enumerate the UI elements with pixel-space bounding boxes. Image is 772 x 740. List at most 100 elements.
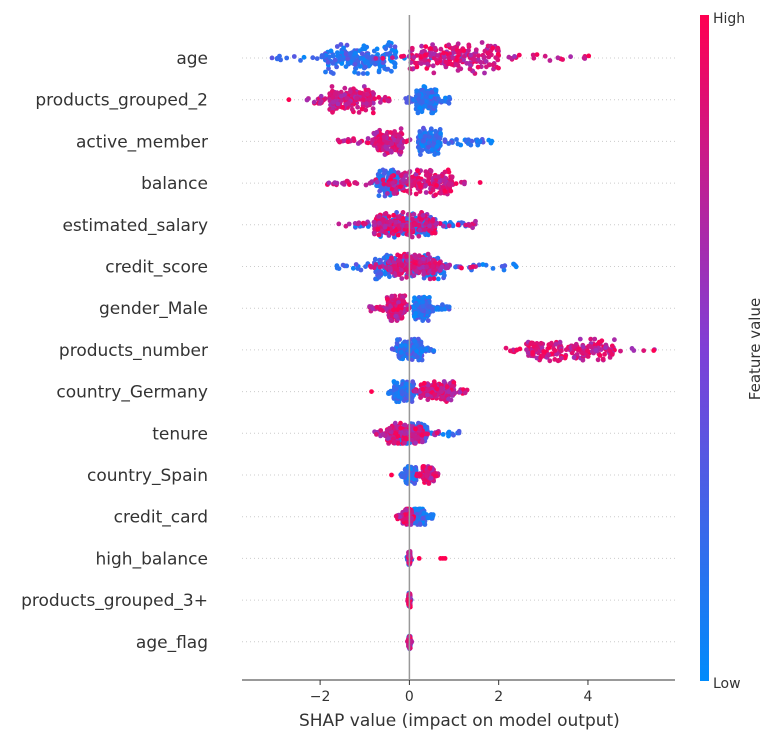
point (407, 178, 413, 184)
point (434, 220, 440, 226)
point (490, 45, 496, 51)
point (423, 94, 429, 100)
point (592, 336, 598, 342)
point (395, 307, 400, 312)
point (557, 339, 563, 345)
point (403, 173, 409, 179)
point (383, 46, 389, 52)
point (446, 396, 451, 402)
point (441, 50, 447, 56)
point (440, 302, 445, 308)
point (426, 176, 432, 182)
point (399, 276, 405, 281)
point (466, 42, 472, 48)
point (411, 97, 416, 103)
point (552, 348, 558, 353)
point (338, 42, 344, 47)
point (430, 263, 436, 269)
point (446, 433, 451, 439)
point (397, 272, 402, 277)
point (418, 341, 423, 347)
point (412, 295, 417, 301)
point (489, 52, 494, 58)
point (346, 221, 352, 227)
point (495, 51, 501, 57)
point (404, 436, 410, 442)
point (448, 188, 454, 194)
point (340, 262, 346, 268)
point (496, 65, 501, 71)
point (413, 426, 418, 432)
point (325, 59, 331, 65)
point (376, 95, 382, 100)
point (375, 226, 381, 232)
point (365, 91, 370, 97)
point (417, 227, 422, 233)
point (430, 186, 436, 192)
point (442, 273, 447, 278)
point (436, 174, 441, 180)
point (364, 54, 370, 60)
point (414, 269, 419, 274)
point (446, 100, 452, 106)
point (441, 223, 446, 229)
point (390, 180, 396, 186)
point (400, 473, 406, 479)
point (384, 265, 389, 271)
point (579, 350, 584, 355)
point (363, 64, 368, 70)
point (413, 388, 418, 394)
point (318, 93, 324, 99)
point (369, 389, 374, 394)
point (332, 91, 338, 97)
point (420, 296, 425, 301)
point (400, 299, 406, 305)
point (490, 62, 496, 68)
point (378, 258, 383, 263)
point (419, 49, 425, 55)
point (456, 428, 462, 434)
point (384, 51, 390, 57)
point (422, 133, 428, 139)
point (376, 214, 382, 220)
point (393, 228, 399, 234)
point (346, 100, 352, 106)
point (435, 53, 440, 58)
point (352, 69, 357, 75)
point (337, 139, 342, 145)
point (446, 181, 452, 187)
point (436, 96, 441, 102)
point (427, 255, 433, 260)
point (362, 221, 368, 227)
point (385, 66, 391, 72)
point (398, 349, 404, 355)
point (540, 353, 546, 359)
point (377, 220, 382, 226)
point (343, 51, 349, 57)
point (376, 68, 382, 73)
point (419, 43, 424, 49)
point (345, 56, 350, 62)
point (355, 104, 360, 110)
point (600, 356, 606, 362)
point (437, 126, 443, 132)
point (372, 96, 377, 102)
point (443, 59, 449, 65)
point (446, 42, 452, 48)
point (432, 45, 438, 51)
point (412, 222, 417, 227)
point (368, 264, 374, 270)
point (353, 66, 359, 71)
point (388, 219, 394, 225)
point (395, 337, 400, 343)
point (439, 389, 444, 394)
point (421, 256, 426, 262)
point (434, 183, 439, 188)
point (335, 50, 340, 55)
point (419, 133, 425, 139)
point (286, 97, 292, 103)
point (392, 64, 398, 70)
point (415, 514, 420, 520)
point (380, 55, 386, 61)
point (382, 271, 388, 277)
